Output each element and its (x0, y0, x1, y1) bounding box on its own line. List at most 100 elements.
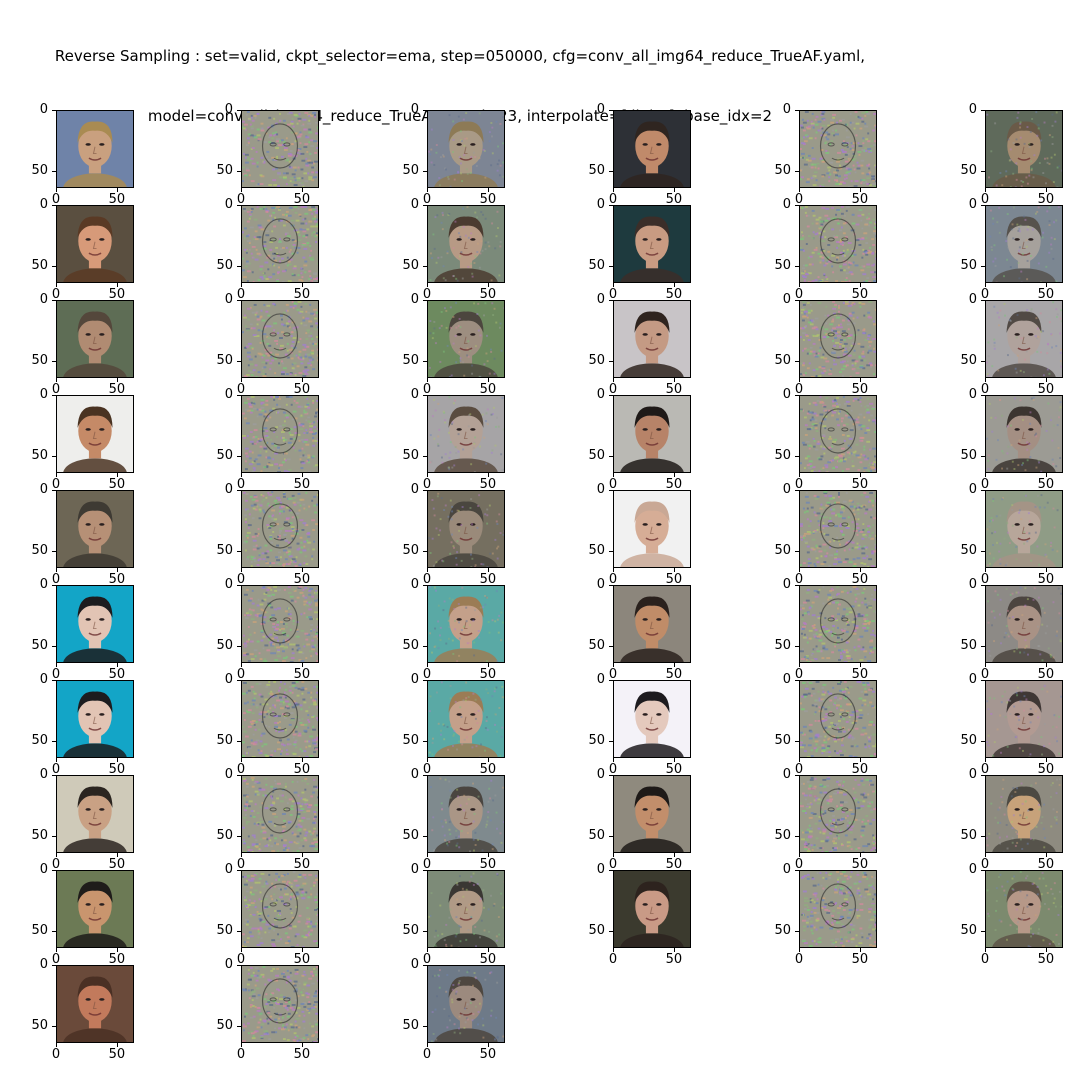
y-tick-label: 0 (410, 577, 419, 592)
y-tick (981, 680, 985, 681)
y-tick-label: 50 (216, 352, 233, 368)
x-tick (859, 758, 861, 762)
y-tick-label: 50 (216, 732, 233, 748)
x-tick (301, 568, 303, 572)
y-tick (52, 1025, 56, 1027)
x-tick (985, 758, 986, 762)
x-tick (241, 1043, 242, 1047)
x-tick (301, 948, 303, 952)
y-tick-label: 50 (960, 257, 977, 273)
x-tick-label: 0 (980, 382, 990, 397)
x-tick (301, 853, 303, 857)
x-tick (985, 663, 986, 667)
x-tick (301, 283, 303, 287)
x-tick-label: 0 (608, 287, 618, 302)
y-tick-label: 50 (774, 162, 791, 178)
x-tick (301, 663, 303, 667)
y-tick-label: 0 (224, 102, 233, 117)
y-tick (609, 680, 613, 681)
y-tick-label: 0 (782, 102, 791, 117)
y-tick (981, 930, 985, 932)
x-tick (427, 188, 428, 192)
y-tick-label: 50 (31, 1017, 48, 1033)
x-tick-label: 0 (51, 572, 61, 587)
x-tick (427, 663, 428, 667)
y-tick-label: 50 (216, 447, 233, 463)
x-tick (1045, 283, 1047, 287)
reconstructed-face-image (427, 680, 505, 758)
x-tick (859, 283, 861, 287)
x-tick-label: 0 (51, 1047, 61, 1062)
reconstructed-face-image (985, 110, 1063, 188)
face-image (56, 205, 134, 283)
y-tick-label: 0 (410, 482, 419, 497)
x-tick-label: 0 (422, 1047, 432, 1062)
x-tick-label: 50 (665, 952, 683, 967)
noise-image (241, 490, 319, 568)
x-tick (859, 663, 861, 667)
x-tick (1045, 473, 1047, 477)
y-tick-label: 50 (31, 257, 48, 273)
y-tick-label: 0 (782, 292, 791, 307)
x-tick (427, 283, 428, 287)
y-tick-label: 0 (968, 577, 977, 592)
x-tick-label: 50 (108, 667, 126, 682)
y-tick-label: 50 (31, 162, 48, 178)
y-tick (237, 360, 241, 362)
x-tick (487, 283, 489, 287)
y-tick (237, 550, 241, 552)
x-tick-label: 50 (665, 857, 683, 872)
y-tick-label: 0 (224, 292, 233, 307)
y-tick (981, 360, 985, 362)
y-tick-label: 50 (774, 447, 791, 463)
x-tick (427, 473, 428, 477)
x-tick-label: 50 (479, 287, 497, 302)
reconstructed-face-image (985, 680, 1063, 758)
x-tick-label: 50 (851, 762, 869, 777)
y-tick-label: 50 (960, 922, 977, 938)
y-tick-label: 50 (402, 827, 419, 843)
x-tick-label: 50 (479, 192, 497, 207)
y-tick (237, 930, 241, 932)
y-tick (423, 870, 427, 871)
x-tick (487, 188, 489, 192)
noise-image (799, 205, 877, 283)
y-tick-label: 50 (588, 732, 605, 748)
x-tick-label: 0 (794, 382, 804, 397)
x-tick (1045, 758, 1047, 762)
x-tick-label: 50 (293, 952, 311, 967)
x-tick-label: 0 (980, 572, 990, 587)
y-tick (237, 835, 241, 837)
x-tick (985, 378, 986, 382)
x-tick (56, 188, 57, 192)
noise-image (241, 110, 319, 188)
x-tick (673, 188, 675, 192)
y-tick-label: 0 (968, 197, 977, 212)
x-tick-label: 0 (794, 572, 804, 587)
x-tick-label: 0 (236, 382, 246, 397)
x-tick (56, 568, 57, 572)
y-tick-label: 0 (224, 957, 233, 972)
noise-image (241, 585, 319, 663)
noise-image (241, 680, 319, 758)
face-image (613, 395, 691, 473)
y-tick-label: 50 (774, 257, 791, 273)
y-tick-label: 0 (782, 862, 791, 877)
x-tick-label: 0 (422, 477, 432, 492)
y-tick (609, 490, 613, 491)
x-tick (487, 663, 489, 667)
face-image (56, 965, 134, 1043)
x-tick-label: 0 (422, 952, 432, 967)
x-tick-label: 50 (293, 477, 311, 492)
y-tick (237, 870, 241, 871)
y-tick (423, 965, 427, 966)
x-tick (1045, 853, 1047, 857)
y-tick (237, 490, 241, 491)
x-tick (613, 758, 614, 762)
y-tick (609, 205, 613, 206)
y-tick-label: 0 (410, 957, 419, 972)
x-tick (301, 378, 303, 382)
y-tick-label: 50 (216, 162, 233, 178)
y-tick-label: 0 (39, 767, 48, 782)
reconstructed-face-image (427, 300, 505, 378)
